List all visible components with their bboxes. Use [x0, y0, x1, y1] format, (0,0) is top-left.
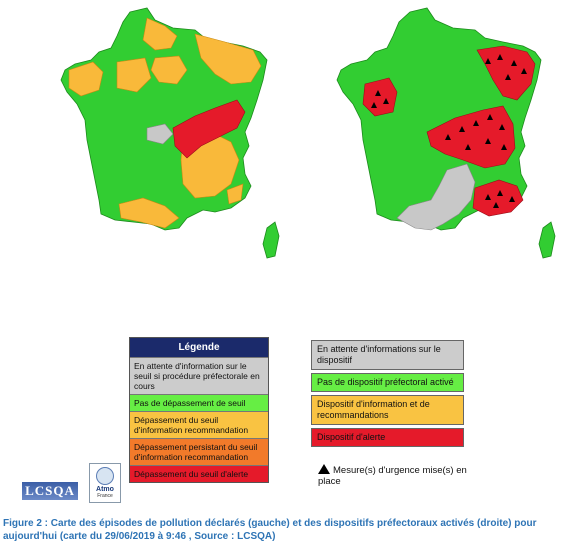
map-episodes-declared — [55, 0, 315, 290]
urgency-marker — [459, 126, 465, 132]
urgency-marker — [485, 138, 491, 144]
atmo-france-logo: Atmo France — [89, 463, 121, 503]
urgency-marker — [485, 58, 491, 64]
region-red-northeast — [476, 45, 536, 101]
urgency-legend: Mesure(s) d'urgence mise(s) en place — [318, 464, 468, 487]
region-grey-southeast — [396, 163, 476, 231]
urgency-marker — [473, 120, 479, 126]
urgency-marker — [505, 74, 511, 80]
urgency-marker — [487, 114, 493, 120]
region-orange-southwest — [118, 197, 180, 229]
region-orange-east-coast — [226, 183, 244, 205]
corsica — [538, 221, 556, 259]
urgency-markers — [371, 54, 527, 208]
legend-right-item: Dispositif d'alerte — [311, 428, 464, 447]
urgency-marker — [383, 98, 389, 104]
legend-right-item: Dispositif d'information et de recommand… — [311, 395, 464, 425]
atmo-logo-text: Atmo — [96, 486, 114, 493]
region-orange-center-north — [116, 57, 152, 93]
region-orange-northeast — [194, 33, 262, 85]
region-orange-west — [68, 61, 104, 97]
urgency-marker — [497, 54, 503, 60]
region-red-paris — [362, 77, 398, 117]
legend-left-item: Dépassement du seuil d'alerte — [130, 465, 268, 482]
region-red-southeast — [472, 179, 524, 217]
legend-left-item: Dépassement du seuil d'information recom… — [130, 411, 268, 438]
region-orange-north — [142, 17, 178, 51]
legend-prefectoral: En attente d'informations sur le disposi… — [311, 340, 464, 450]
atmo-logo-sub: France — [97, 493, 113, 499]
urgency-marker — [445, 134, 451, 140]
legend-left-item: En attente d'information sur le seuil si… — [130, 357, 268, 394]
legend-title: Légende — [130, 338, 268, 357]
urgency-marker — [493, 202, 499, 208]
region-red-center-east — [426, 105, 516, 169]
urgency-marker — [521, 68, 527, 74]
figure-caption: Figure 2 : Carte des épisodes de polluti… — [3, 518, 537, 542]
region-red-east-center — [172, 99, 246, 159]
urgency-marker — [511, 60, 517, 66]
urgency-marker — [375, 90, 381, 96]
france-map-right — [336, 7, 556, 259]
urgency-marker — [509, 196, 515, 202]
region-grey-center — [146, 123, 174, 145]
legend-right-item: En attente d'informations sur le disposi… — [311, 340, 464, 370]
urgency-marker — [465, 144, 471, 150]
legend-right-item: Pas de dispositif préfectoral activé — [311, 373, 464, 392]
warning-triangle-icon — [318, 464, 330, 474]
legend-episodes: Légende En attente d'information sur le … — [129, 337, 269, 483]
urgency-marker — [497, 190, 503, 196]
legend-left-item: Dépassement persistant du seuil d'inform… — [130, 438, 268, 465]
urgency-marker — [501, 144, 507, 150]
france-map-left — [60, 7, 280, 259]
legend-left-item: Pas de dépassement de seuil — [130, 394, 268, 411]
region-orange-paris — [150, 55, 188, 85]
urgency-marker — [499, 124, 505, 130]
urgency-label: Mesure(s) d'urgence mise(s) en place — [318, 465, 467, 487]
lcsqa-logo: LCSQA — [22, 482, 78, 500]
atmo-emblem-icon — [96, 467, 114, 485]
urgency-marker — [371, 102, 377, 108]
corsica — [262, 221, 280, 259]
urgency-marker — [485, 194, 491, 200]
map-prefectoral-measures — [335, 0, 582, 290]
